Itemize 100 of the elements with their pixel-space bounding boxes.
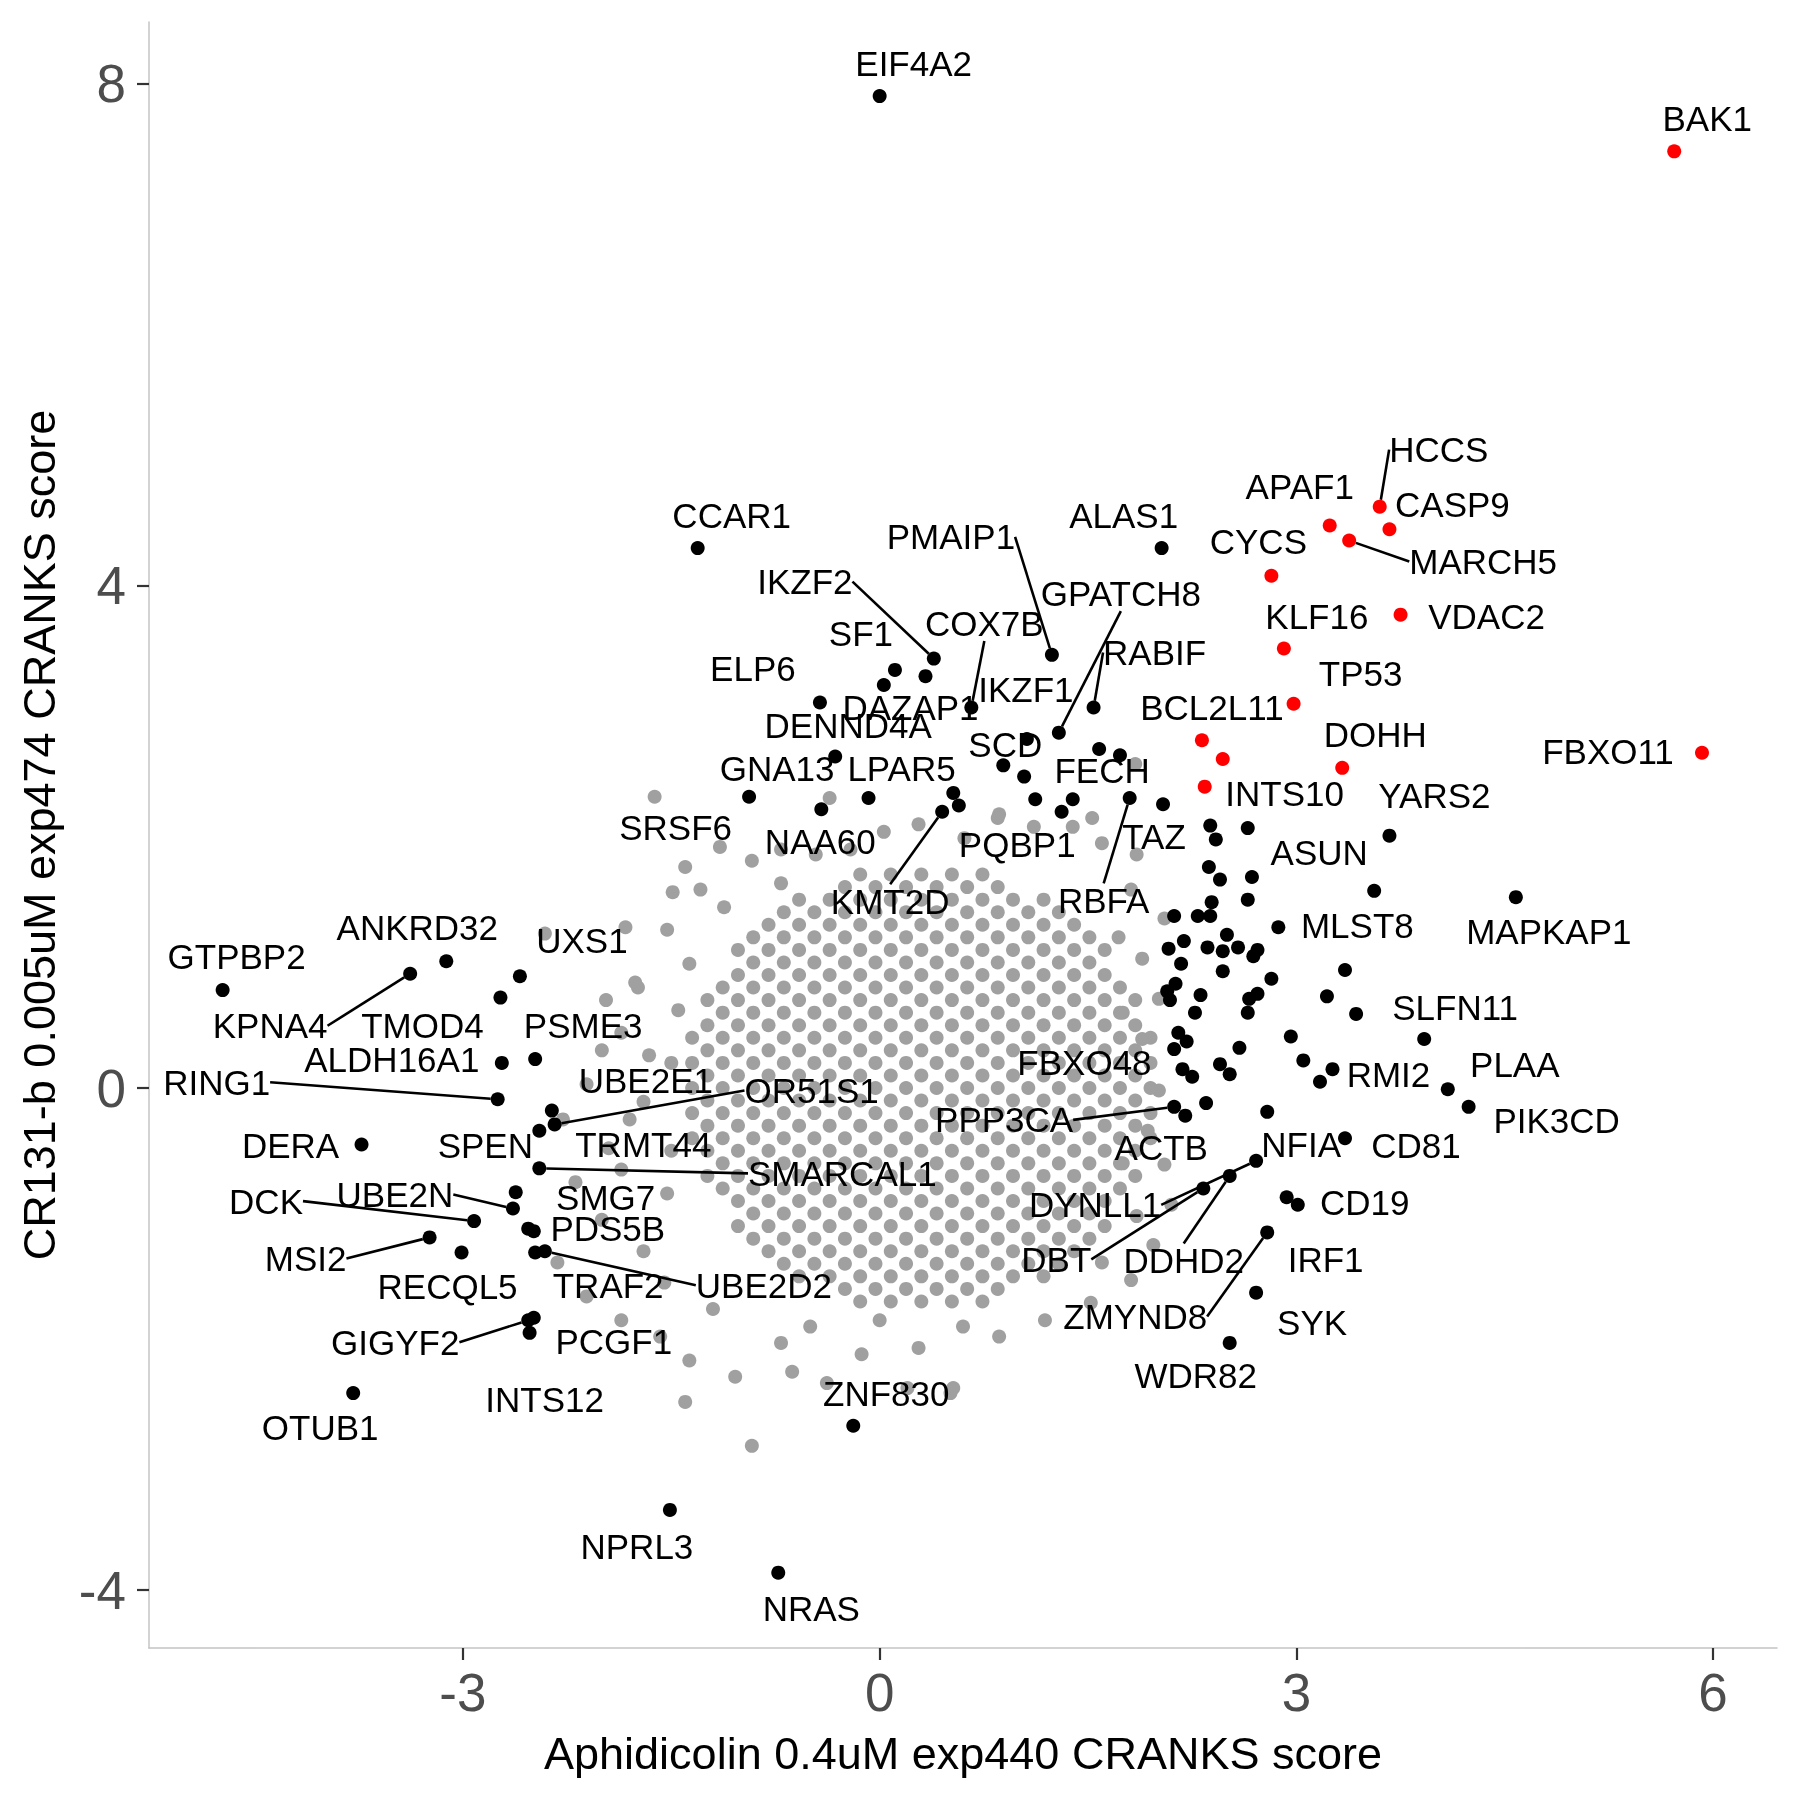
annotation: GIGYF2: [331, 1322, 460, 1362]
annotation: IKZF2: [757, 562, 853, 602]
annotation: UBE2D2: [695, 1265, 832, 1305]
annotation: RECQL5: [377, 1266, 518, 1306]
annotation: IKZF1: [978, 670, 1074, 710]
annotation: BCL2L11: [1140, 687, 1284, 727]
y-tick-label: 0: [96, 1058, 126, 1118]
annotation: ALAS1: [1069, 495, 1179, 535]
x-tick-label: -3: [439, 1663, 487, 1722]
annotation: CYCS: [1209, 522, 1307, 562]
annotation: GTPBP2: [167, 936, 306, 976]
annotation: ELP6: [710, 649, 796, 689]
x-tick-label: 6: [1698, 1663, 1728, 1722]
point: [1372, 499, 1387, 514]
annotation: OR51S1: [744, 1070, 879, 1110]
annotation: MLST8: [1300, 905, 1414, 945]
annotation: YARS2: [1378, 776, 1491, 816]
annotation: KLF16: [1265, 597, 1369, 637]
annotation: VDAC2: [1428, 597, 1545, 637]
annotation: NAA60: [764, 821, 876, 861]
y-tick-label: 4: [96, 556, 126, 616]
annotation: CD19: [1320, 1183, 1410, 1223]
annotation: MARCH5: [1409, 542, 1558, 582]
annotation: CD81: [1371, 1125, 1461, 1165]
annotation: SMARCAL1: [748, 1153, 937, 1193]
annotation: INTS12: [485, 1380, 604, 1420]
point: [1276, 641, 1291, 656]
annotation: KMT2D: [830, 882, 950, 922]
annotation: TAZ: [1122, 816, 1186, 856]
annotation: TRMT44: [575, 1125, 712, 1165]
annotation: ASUN: [1270, 833, 1368, 873]
y-axis-title: CR131-b 0.005uM exp474 CRANKS score: [14, 409, 65, 1261]
annotation: OTUB1: [261, 1407, 379, 1447]
annotation: WDR82: [1134, 1356, 1257, 1396]
point: [1194, 733, 1209, 748]
annotation: DCK: [229, 1181, 303, 1221]
annotation: SYK: [1277, 1303, 1348, 1343]
point: [1264, 568, 1279, 583]
annotation: UBE2E1: [578, 1061, 713, 1101]
annotation: FBXO11: [1542, 732, 1674, 772]
annotation: SPEN: [437, 1126, 533, 1166]
annotation: BAK1: [1662, 98, 1752, 138]
annotation: RING1: [163, 1062, 271, 1102]
point: [1197, 779, 1212, 794]
annotation: NFIA: [1261, 1125, 1342, 1165]
annotation: TP53: [1318, 654, 1403, 694]
annotation: MAPKAP1: [1466, 911, 1632, 951]
annotation: PCGF1: [555, 1322, 673, 1362]
x-axis-title: Aphidicolin 0.4uM exp440 CRANKS score: [544, 1728, 1382, 1779]
annotation: SLFN11: [1392, 987, 1519, 1027]
annotation: PQBP1: [958, 824, 1076, 864]
annotation: DERA: [241, 1126, 340, 1166]
annotation: DYNLL1: [1028, 1185, 1162, 1225]
annotation: ZNF830: [823, 1374, 950, 1414]
annotation: DBT: [1021, 1239, 1092, 1279]
y-tick-label: -4: [78, 1560, 126, 1620]
annotation: RMI2: [1346, 1054, 1431, 1094]
annotation: PMAIP1: [886, 517, 1016, 557]
annotation: UXS1: [536, 920, 628, 960]
annotation: CCAR1: [672, 495, 792, 535]
annotation: NRAS: [762, 1589, 860, 1629]
annotation: ZMYND8: [1063, 1296, 1208, 1336]
annotation: HCCS: [1389, 430, 1489, 470]
point: [1667, 144, 1682, 159]
annotation: GNA13: [719, 749, 835, 789]
annotation: SRSF6: [619, 808, 733, 848]
annotation: ANKRD32: [336, 907, 498, 947]
point: [1335, 760, 1350, 775]
point: [1215, 752, 1230, 767]
point: [1393, 607, 1408, 622]
x-tick-label: 0: [864, 1663, 895, 1722]
annotation: MSI2: [264, 1238, 347, 1278]
annotation: PIK3CD: [1493, 1101, 1620, 1141]
point: [1342, 533, 1357, 548]
point: [1286, 696, 1301, 711]
annotation: DOHH: [1323, 715, 1427, 755]
annotation: FBXO48: [1017, 1042, 1152, 1082]
annotation: CASP9: [1395, 484, 1510, 524]
annotation: DDHD2: [1123, 1241, 1244, 1281]
annotation: INTS10: [1225, 774, 1345, 814]
annotation: SMG7: [556, 1177, 656, 1217]
x-tick-label: 3: [1281, 1663, 1312, 1722]
annotation: IRF1: [1287, 1239, 1364, 1279]
annotation: NPRL3: [580, 1527, 694, 1567]
point: [1382, 522, 1397, 537]
annotation: PSME3: [523, 1005, 643, 1045]
annotation: FECH: [1054, 751, 1150, 791]
annotation: TRAF2: [552, 1265, 664, 1305]
annotation: APAF1: [1245, 466, 1354, 506]
annotation: RBFA: [1057, 881, 1151, 921]
point: [1695, 745, 1709, 760]
y-tick-label: 8: [96, 54, 126, 114]
annotation: ACTB: [1114, 1128, 1208, 1168]
annotation: SF1: [828, 614, 894, 654]
annotation: RABIF: [1103, 633, 1207, 673]
annotation: PLAA: [1470, 1044, 1561, 1084]
annotation: UBE2N: [336, 1175, 454, 1215]
annotation: PPP3CA: [935, 1100, 1074, 1140]
annotation: EIF4A2: [855, 43, 973, 83]
point: [1322, 518, 1337, 533]
